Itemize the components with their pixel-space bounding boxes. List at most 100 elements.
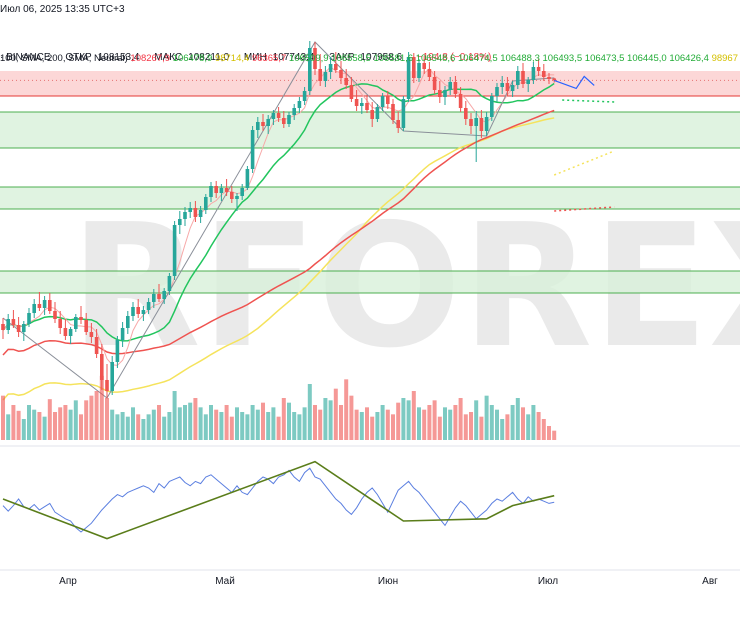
candle bbox=[131, 302, 135, 321]
candle-body bbox=[235, 196, 239, 199]
candle-body bbox=[224, 188, 229, 192]
candle-body bbox=[198, 210, 203, 217]
volume-bar bbox=[214, 409, 219, 440]
volume-bar bbox=[281, 398, 286, 440]
sma-green-extension bbox=[562, 99, 615, 103]
volume-bar bbox=[515, 398, 520, 440]
candle bbox=[224, 179, 229, 196]
candle-body bbox=[282, 118, 286, 124]
indicator-value: 106493,5 bbox=[543, 53, 585, 64]
volume-bar bbox=[73, 400, 78, 440]
volume-bar bbox=[339, 405, 343, 440]
candle-body bbox=[276, 113, 281, 118]
time-axis-label: Июн bbox=[378, 576, 398, 587]
candle-body bbox=[412, 57, 416, 78]
candle bbox=[308, 41, 312, 95]
chart-header-date: Июл 06, 2025 13:35 UTC+3 bbox=[0, 4, 131, 15]
candle bbox=[458, 87, 463, 112]
candle-body bbox=[360, 103, 364, 106]
candle bbox=[474, 111, 478, 162]
candle-body bbox=[16, 325, 21, 332]
candle-body bbox=[157, 294, 161, 299]
volume-bar bbox=[417, 407, 421, 440]
candle bbox=[479, 110, 484, 138]
candle-body bbox=[474, 118, 478, 126]
candle-body bbox=[365, 103, 369, 110]
candle bbox=[42, 296, 47, 315]
candle-body bbox=[126, 316, 130, 328]
volume-bar bbox=[453, 405, 458, 440]
candle-body bbox=[193, 208, 198, 217]
candle-body bbox=[547, 77, 551, 79]
volume-bar bbox=[302, 407, 307, 440]
volume-bar bbox=[255, 409, 260, 440]
candle-body bbox=[32, 304, 36, 313]
candle bbox=[214, 181, 218, 198]
indicator-value: 106478,9 bbox=[173, 53, 215, 64]
volume-bar bbox=[162, 416, 167, 440]
indicator-legend: 100, SMA, 200, SMA, Neutral) 108267,9 10… bbox=[0, 53, 738, 64]
candle bbox=[79, 306, 83, 324]
candle-body bbox=[240, 188, 244, 196]
volume-bar bbox=[141, 419, 146, 440]
candle bbox=[162, 288, 166, 304]
candle bbox=[370, 102, 374, 127]
volume-bar bbox=[406, 400, 411, 440]
candle bbox=[193, 201, 198, 222]
volume-bar bbox=[385, 409, 390, 440]
candle bbox=[48, 293, 52, 314]
candle bbox=[204, 194, 208, 214]
candle-body bbox=[100, 354, 104, 380]
candle bbox=[230, 186, 234, 203]
volume-bar bbox=[489, 405, 494, 440]
volume-bar bbox=[240, 412, 245, 440]
candle bbox=[490, 93, 494, 121]
candle-body bbox=[349, 85, 354, 99]
volume-bar bbox=[37, 412, 42, 440]
candle bbox=[448, 77, 452, 95]
candle-body bbox=[214, 186, 218, 193]
candle bbox=[432, 71, 437, 94]
volume-bar bbox=[183, 405, 187, 440]
candle-body bbox=[354, 99, 359, 106]
zone-green-2 bbox=[0, 271, 740, 293]
candle bbox=[453, 76, 458, 98]
volume-bar bbox=[307, 384, 312, 440]
candle-body bbox=[308, 48, 312, 91]
volume-bar bbox=[177, 407, 182, 440]
ohlc-low: МИН 107743,4 bbox=[243, 52, 315, 63]
candle-body bbox=[386, 96, 390, 104]
volume-bar bbox=[547, 426, 551, 440]
candle bbox=[531, 62, 536, 84]
candle bbox=[74, 314, 78, 332]
candle bbox=[282, 111, 286, 128]
time-axis-label: Авг bbox=[702, 576, 718, 587]
candle-body bbox=[302, 91, 307, 101]
candle bbox=[516, 66, 520, 89]
candle-body bbox=[219, 188, 224, 193]
volume-bar bbox=[47, 399, 52, 440]
candle bbox=[542, 64, 546, 81]
candle bbox=[536, 59, 541, 76]
candle-body bbox=[510, 85, 515, 91]
candle-body bbox=[209, 186, 213, 197]
candle-body bbox=[396, 120, 400, 128]
volume-bar bbox=[458, 398, 463, 440]
oscillator-line bbox=[2, 467, 555, 533]
candle bbox=[464, 101, 468, 125]
candle bbox=[521, 63, 525, 88]
candle-body bbox=[266, 119, 270, 126]
candle-body bbox=[172, 225, 177, 276]
volume-bar bbox=[125, 416, 130, 440]
candle-body bbox=[178, 219, 182, 225]
candle-body bbox=[250, 130, 255, 169]
candle-body bbox=[334, 64, 338, 70]
volume-bar bbox=[11, 405, 16, 440]
candle-body bbox=[516, 71, 520, 85]
projection-path bbox=[553, 75, 595, 90]
zone-red bbox=[0, 71, 740, 96]
candle bbox=[256, 117, 260, 138]
candle bbox=[396, 112, 400, 133]
candle-body bbox=[120, 328, 125, 340]
